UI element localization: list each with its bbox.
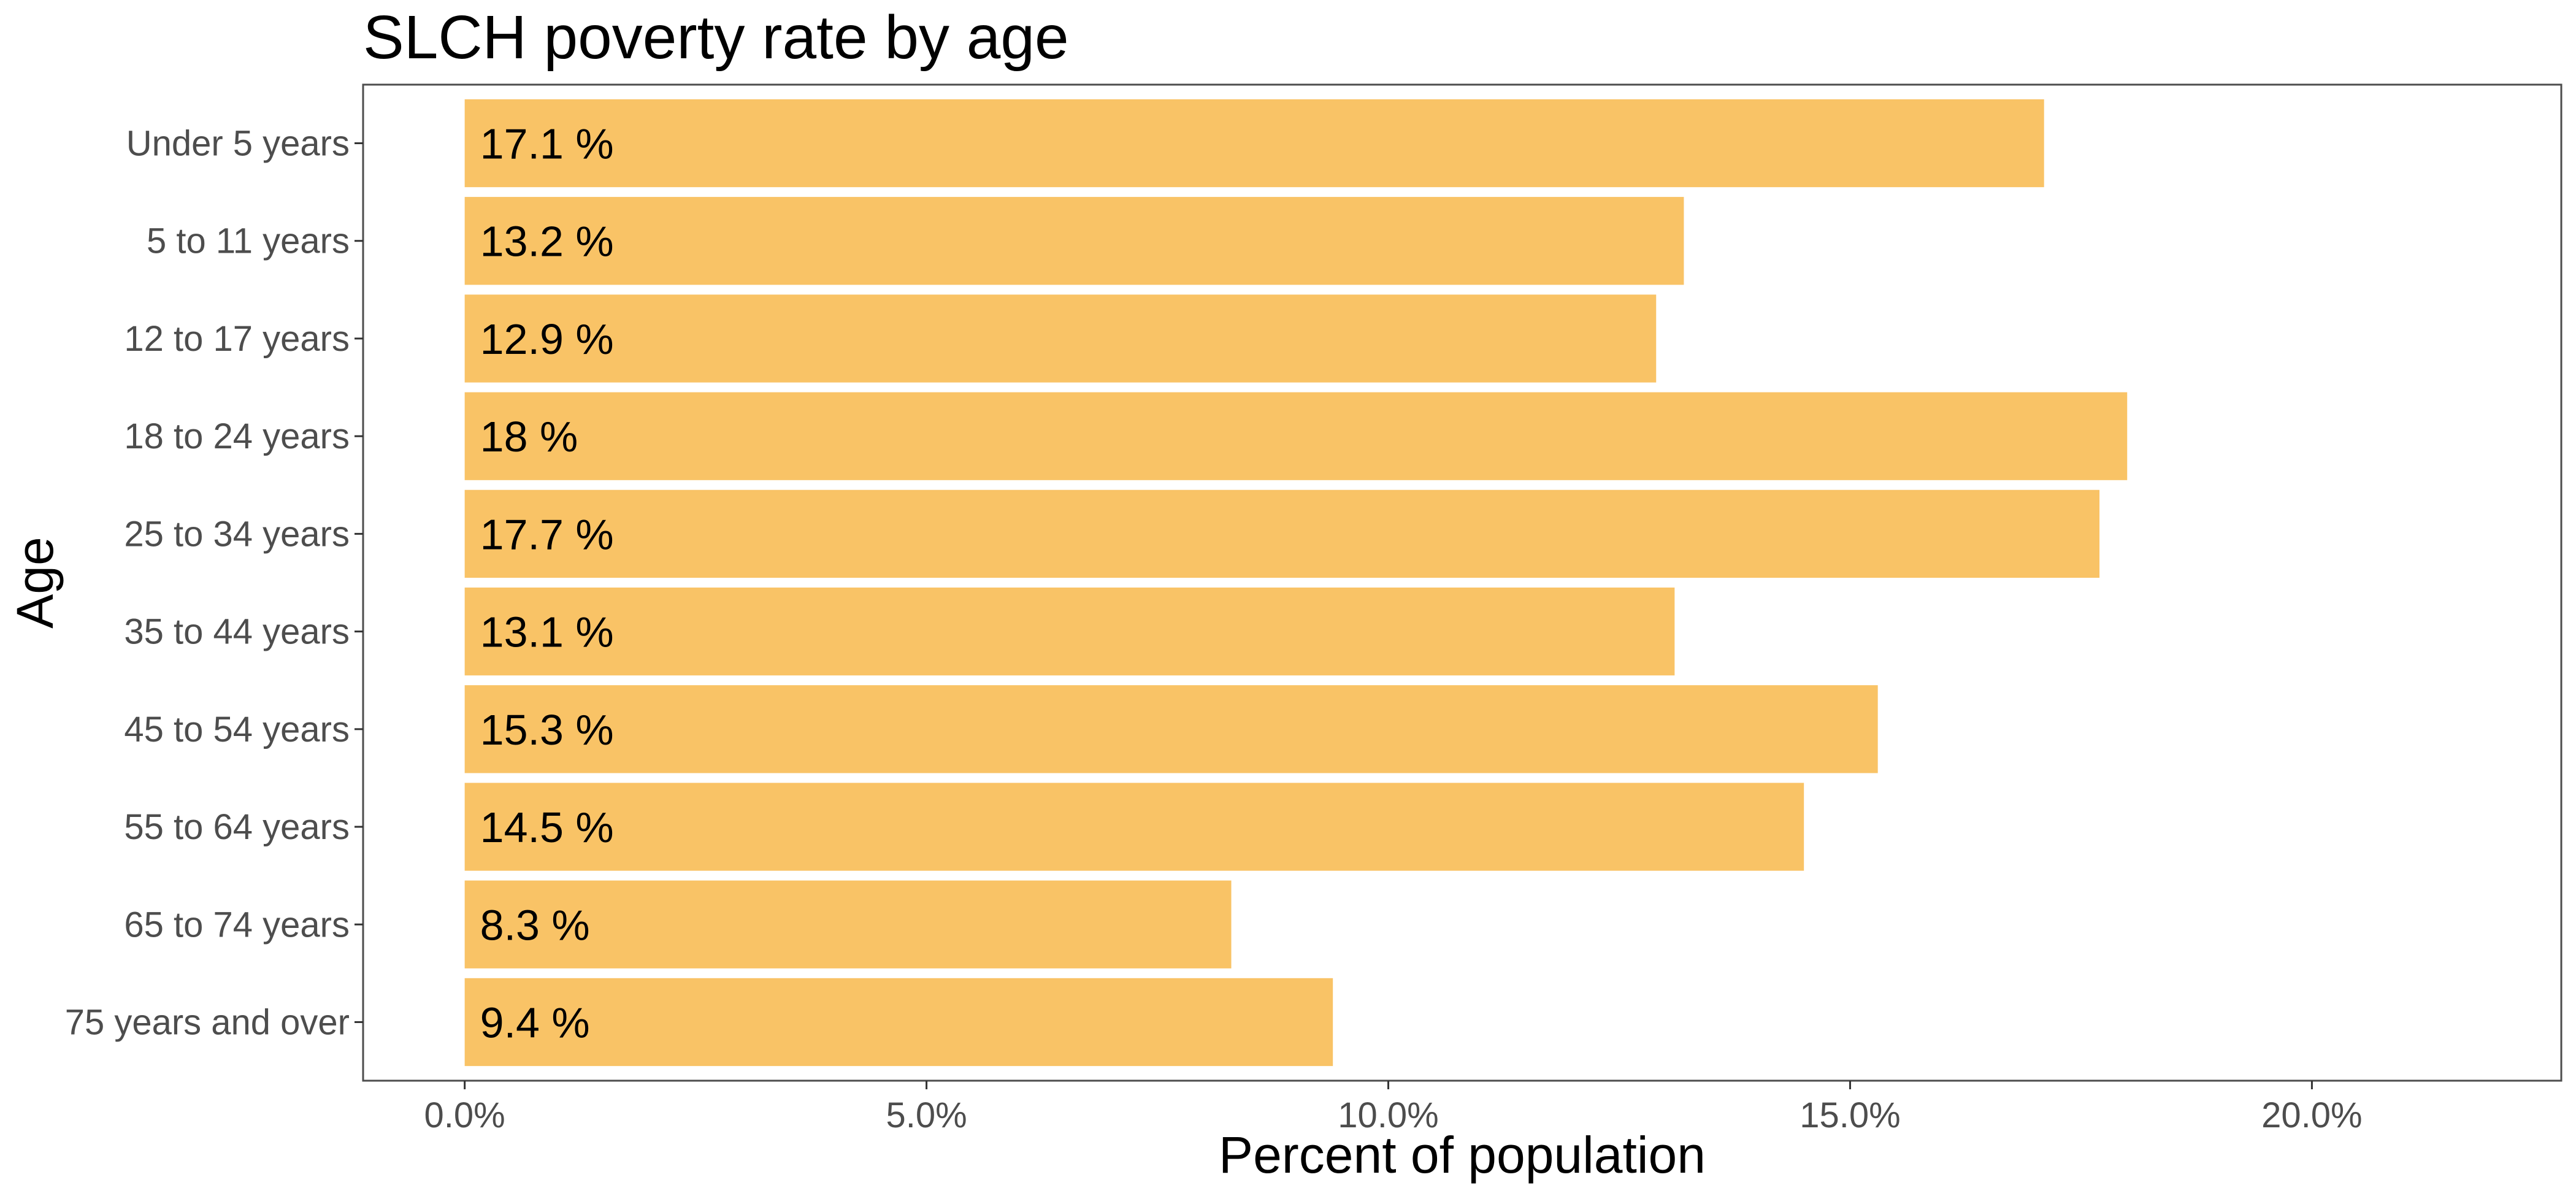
x-tick-label: 15.0% xyxy=(1800,1095,1900,1135)
y-tick-label: 25 to 34 years xyxy=(124,514,350,554)
x-tick-label: 20.0% xyxy=(2261,1095,2362,1135)
x-tick-label: 5.0% xyxy=(886,1095,967,1135)
bar-data-label: 8.3 % xyxy=(480,901,590,949)
bars-group xyxy=(464,99,2128,1067)
y-tick-label: 55 to 64 years xyxy=(124,807,350,847)
bar xyxy=(464,294,1657,383)
bar xyxy=(464,197,1684,285)
bar xyxy=(464,783,1804,871)
x-axis: 0.0% 5.0% 10.0% 15.0% 20.0% xyxy=(424,1081,2363,1135)
bar-data-label: 12.9 % xyxy=(480,315,614,363)
y-axis: Under 5 years 5 to 11 years 12 to 17 years… xyxy=(65,124,363,1042)
y-tick-label: 75 years and over xyxy=(65,1002,350,1042)
plot-panel xyxy=(362,83,2563,1082)
bar xyxy=(464,392,2128,480)
y-tick-label: 5 to 11 years xyxy=(147,221,350,261)
bar xyxy=(464,978,1333,1067)
x-axis-title: Percent of population xyxy=(1219,1126,1706,1184)
x-tick-label: 0.0% xyxy=(424,1095,505,1135)
bar xyxy=(464,685,1878,773)
bar-data-label: 13.2 % xyxy=(480,218,614,266)
bar xyxy=(464,99,2044,188)
x-tick-label: 10.0% xyxy=(1338,1095,1438,1135)
bar xyxy=(464,489,2100,578)
bar-data-label: 13.1 % xyxy=(480,608,614,656)
y-tick-label: 18 to 24 years xyxy=(124,416,350,456)
y-tick-label: 45 to 54 years xyxy=(124,710,350,749)
bar-labels-group: 17.1 % 13.2 % 12.9 % 18 % 17.7 % 13.1 % 15.3 %… xyxy=(480,120,614,1047)
bar xyxy=(464,587,1675,676)
bar xyxy=(464,880,1232,968)
bar-data-label: 15.3 % xyxy=(480,706,614,754)
y-tick-label: 65 to 74 years xyxy=(124,905,350,945)
y-tick-label: 35 to 44 years xyxy=(124,612,350,652)
bar-data-label: 17.7 % xyxy=(480,510,614,558)
chart-title: SLCH poverty rate by age xyxy=(363,3,1069,72)
bar-data-label: 17.1 % xyxy=(480,120,614,168)
bar-data-label: 18 % xyxy=(480,413,578,461)
bar-data-label: 9.4 % xyxy=(480,999,590,1046)
y-tick-label: Under 5 years xyxy=(126,124,350,164)
y-tick-label: 12 to 17 years xyxy=(124,319,350,359)
y-axis-title: Age xyxy=(6,537,64,628)
bar-data-label: 14.5 % xyxy=(480,803,614,851)
